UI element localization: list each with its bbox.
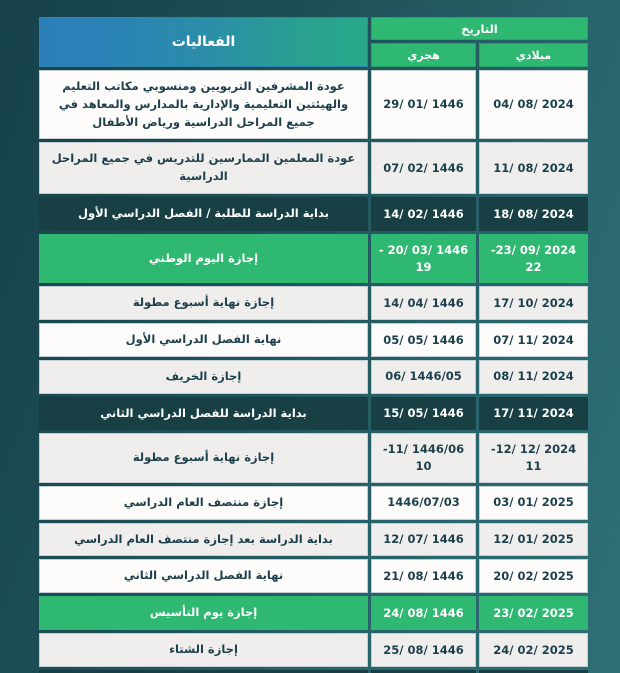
- table-row: 2025 /02 /23 1446 /08 /24 إجازة يوم التأسي…: [39, 596, 588, 631]
- table-row: 2024 /10 /17 1446 /04 /14 إجازة نهاية أسبو…: [39, 286, 588, 321]
- table-row: 2024 /12 /12- 11 1446/06 /11- 10 إجازة نها…: [39, 433, 588, 483]
- cell-event-description: بداية الدراسة بعد إجازة منتصف العام الدر…: [39, 522, 368, 557]
- cell-hijri-date: 1446 /04 /14: [371, 286, 476, 321]
- cell-gregorian-date: 2025 /02 /24: [479, 633, 588, 667]
- cell-hijri-date: 1446/07/03: [371, 485, 476, 520]
- cell-gregorian-date: 2024 /09 /23- 22: [479, 233, 588, 284]
- cell-event-description: إجازة نهاية أسبوع مطولة: [39, 286, 368, 321]
- cell-hijri-date: 1446 /08 /24: [371, 596, 476, 631]
- header-row-sub: ميلادي هجري: [39, 43, 588, 67]
- table-row: 2024 /08 /04 1446 /01 /29 عودة المشرفين ال…: [39, 70, 588, 140]
- cell-event-description: بداية الدراسة للفصل الدراسي الثالث: [39, 669, 368, 673]
- cell-event-description: بداية الدراسة للطلبة / الفصل الدراسي الأ…: [39, 197, 368, 231]
- table-row: 2024 /09 /23- 22 1446 /03 /20 - 19 إجازة ا…: [39, 233, 588, 284]
- table-header: التاريخ الفعاليات ميلادي هجري: [39, 17, 588, 67]
- cell-hijri-date: 1446 /09 /02: [371, 669, 476, 673]
- cell-gregorian-date: 2024 /12 /12- 11: [479, 433, 588, 483]
- cell-gregorian-date: 2024 /11 /07: [479, 323, 588, 357]
- cell-hijri-date: 1446 /08 /21: [371, 559, 476, 594]
- table-row: 2025 /03 /021446 /09 /02بداية الدراسة لل…: [39, 669, 588, 673]
- table-body: 2024 /08 /04 1446 /01 /29 عودة المشرفين ال…: [39, 70, 588, 673]
- cell-gregorian-date: 2025 /02 /20: [479, 559, 588, 594]
- cell-gregorian-date: 2024 /08 /04: [479, 70, 588, 140]
- cell-event-description: إجازة اليوم الوطني: [39, 233, 368, 284]
- cell-gregorian-date: 2024 /08 /18: [479, 197, 588, 231]
- table-row: 2024 /08 /18 1446 /02 /14 بداية الدراسة لل…: [39, 197, 588, 231]
- table-row: 2024 /11 /08 1446/05 /06 إجازة الخريف: [39, 359, 588, 394]
- table-row: 2024 /08 /11 1446 /02 /07 عودة المعلمين ال…: [39, 142, 588, 195]
- cell-gregorian-date: 2025 /01 /03: [479, 485, 588, 520]
- cell-hijri-date: 1446 /02 /14: [371, 197, 476, 231]
- cell-hijri-date: 1446 /03 /20 - 19: [371, 233, 476, 284]
- cell-gregorian-date: 2024 /11 /17: [479, 396, 588, 431]
- table-row: 2025 /01 /12 1446 /07 /12 بداية الدراسة بع…: [39, 522, 588, 557]
- cell-gregorian-date: 2024 /08 /11: [479, 142, 588, 195]
- academic-calendar-table: التاريخ الفعاليات ميلادي هجري 2024 /08 /…: [36, 14, 591, 673]
- cell-event-description: إجازة نهاية أسبوع مطولة: [39, 433, 368, 483]
- cell-hijri-date: 1446/06 /11- 10: [371, 433, 476, 483]
- table-row: 2025 /01 /03 1446/07/03 إجازة منتصف العام …: [39, 485, 588, 520]
- cell-event-description: إجازة منتصف العام الدراسي: [39, 485, 368, 520]
- cell-gregorian-date: 2025 /01 /12: [479, 522, 588, 557]
- table-row: 2024 /11 /17 1446 /05 /15 بداية الدراسة لل…: [39, 396, 588, 431]
- header-row-group: التاريخ الفعاليات: [39, 17, 588, 67]
- cell-gregorian-date: 2025 /02 /23: [479, 596, 588, 631]
- cell-event-description: بداية الدراسة للفصل الدراسي الثاني: [39, 396, 368, 431]
- cell-event-description: نهاية الفصل الدراسي الأول: [39, 323, 368, 357]
- cell-event-description: نهاية الفصل الدراسي الثاني: [39, 559, 368, 594]
- header-events: الفعاليات: [39, 17, 368, 67]
- cell-hijri-date: 1446 /01 /29: [371, 70, 476, 140]
- cell-event-description: عودة المشرفين التربويين ومنسوبي مكاتب ال…: [39, 70, 368, 140]
- table-row: 2025 /02 /24 1446 /08 /25 إجازة الشتاء: [39, 633, 588, 667]
- table-row: 2024 /11 /07 1446 /05 /05 نهاية الفصل الدر…: [39, 323, 588, 357]
- header-gregorian: ميلادي: [479, 43, 588, 67]
- cell-gregorian-date: 2025 /03 /02: [479, 669, 588, 673]
- table-row: 2025 /02 /20 1446 /08 /21 نهاية الفصل الدر…: [39, 559, 588, 594]
- cell-event-description: إجازة الشتاء: [39, 633, 368, 667]
- header-date-group: التاريخ: [371, 17, 588, 40]
- cell-hijri-date: 1446 /05 /05: [371, 323, 476, 357]
- header-hijri: هجري: [371, 43, 476, 67]
- cell-event-description: عودة المعلمين الممارسين للتدريس في جميع …: [39, 142, 368, 195]
- cell-hijri-date: 1446 /05 /15: [371, 396, 476, 431]
- cell-hijri-date: 1446 /02 /07: [371, 142, 476, 195]
- cell-event-description: إجازة الخريف: [39, 359, 368, 394]
- cell-gregorian-date: 2024 /10 /17: [479, 286, 588, 321]
- cell-hijri-date: 1446/05 /06: [371, 359, 476, 394]
- cell-hijri-date: 1446 /07 /12: [371, 522, 476, 557]
- cell-gregorian-date: 2024 /11 /08: [479, 359, 588, 394]
- cell-event-description: إجازة يوم التأسيس: [39, 596, 368, 631]
- cell-hijri-date: 1446 /08 /25: [371, 633, 476, 667]
